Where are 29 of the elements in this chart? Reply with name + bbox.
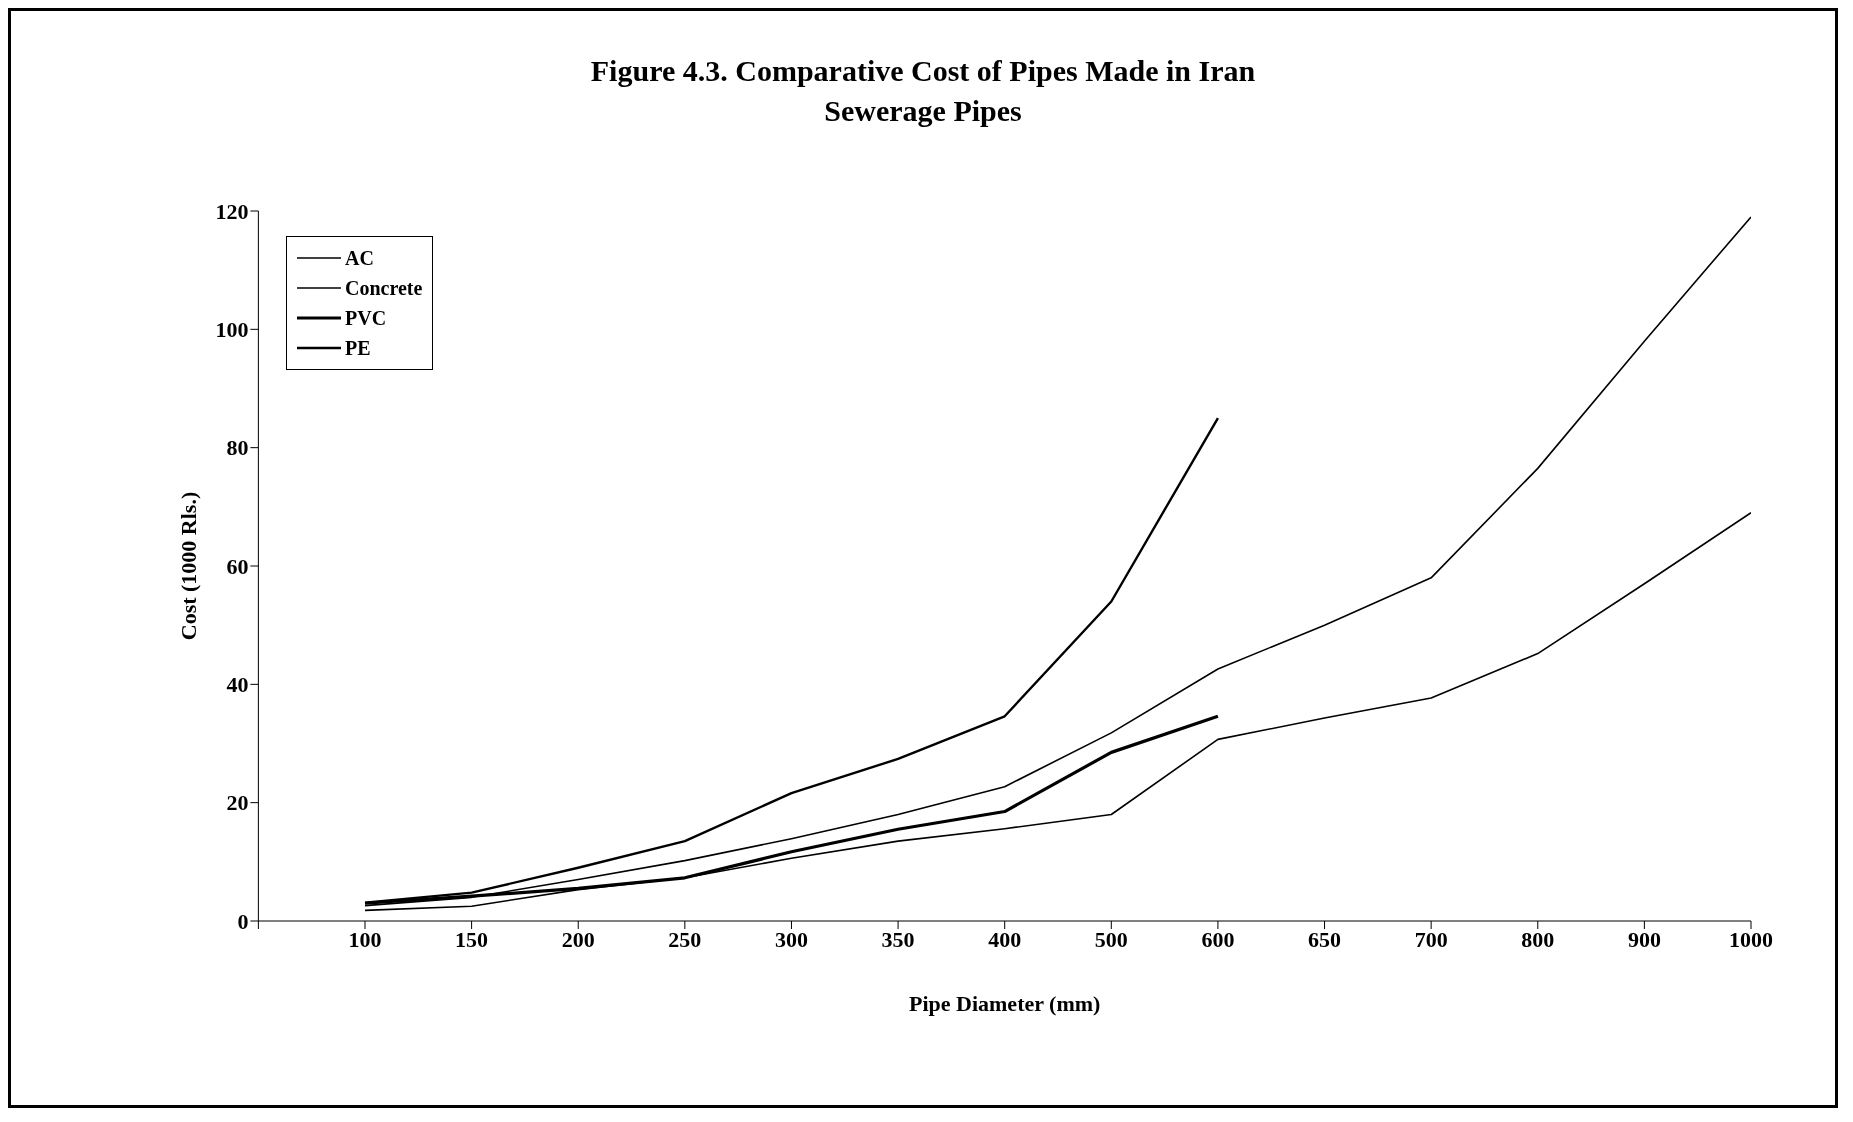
x-tick-label: 500 xyxy=(1094,926,1128,952)
x-tick-label: 650 xyxy=(1308,926,1342,952)
chart-subtitle: Sewerage Pipes xyxy=(823,93,1023,129)
y-tick-label: 60 xyxy=(226,553,249,579)
y-tick-label: 120 xyxy=(215,198,249,224)
x-tick-label: 100 xyxy=(348,926,382,952)
legend-label: AC xyxy=(345,246,374,270)
x-tick-label: 350 xyxy=(881,926,915,952)
legend-label: PE xyxy=(345,336,371,360)
y-tick-label: 40 xyxy=(226,672,249,698)
x-tick-label: 400 xyxy=(988,926,1022,952)
x-tick-label: 150 xyxy=(455,926,489,952)
legend-label: PVC xyxy=(345,306,387,330)
x-tick-label: 300 xyxy=(774,926,808,952)
x-tick-label: 1000 xyxy=(1729,926,1773,952)
chart-title: Figure 4.3. Comparative Cost of Pipes Made in Iran xyxy=(589,53,1257,89)
y-tick-label: 80 xyxy=(226,435,249,461)
y-tick-label: 0 xyxy=(237,908,249,934)
x-tick-label: 600 xyxy=(1201,926,1235,952)
x-axis-title: Pipe Diameter (mm) xyxy=(908,991,1101,1016)
x-tick-label: 800 xyxy=(1521,926,1555,952)
y-tick-label: 100 xyxy=(215,317,249,343)
x-tick-label: 200 xyxy=(561,926,595,952)
x-tick-label: 700 xyxy=(1414,926,1448,952)
legend-label: Concrete xyxy=(345,276,423,300)
y-tick-label: 20 xyxy=(226,790,249,816)
y-axis-title: Cost (1000 Rls.) xyxy=(176,491,202,641)
x-tick-label: 250 xyxy=(668,926,702,952)
x-tick-label: 900 xyxy=(1627,926,1661,952)
